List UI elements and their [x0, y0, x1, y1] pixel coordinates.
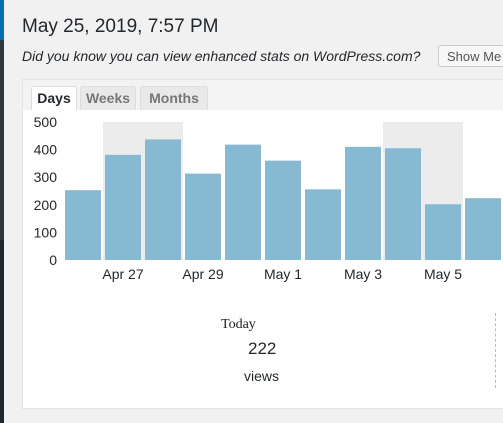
chart-bar: [65, 190, 101, 260]
chart-bar: [225, 144, 261, 260]
admin-sidebar-edge: [0, 0, 4, 423]
chart-bar: [105, 154, 141, 260]
tab-days[interactable]: Days: [31, 86, 77, 110]
y-tick-label: 200: [34, 197, 58, 213]
summary-unit: views: [244, 368, 280, 384]
active-menu-marker: [0, 0, 4, 40]
summary-label: Today: [221, 317, 256, 332]
chart-bar: [425, 204, 461, 260]
views-bar-chart: 0 100 200 300 400 500 Apr 27 Apr 29 May 1 May 3 Ma…: [34, 114, 501, 282]
summary-value: 222: [248, 339, 277, 358]
page-title: May 25, 2019, 7:57 PM: [22, 16, 219, 37]
chart-bar: [385, 148, 421, 260]
show-me-button[interactable]: Show Me: [438, 45, 503, 67]
sidebar-menu-background: [0, 40, 4, 240]
chart-bar: [345, 146, 381, 260]
y-tick-label: 0: [49, 252, 57, 268]
chart-bar: [465, 198, 501, 260]
chart-bar: [305, 189, 341, 260]
chart-bar: [265, 160, 301, 260]
x-tick-label: May 5: [424, 266, 462, 282]
x-tick-label: May 1: [264, 266, 302, 282]
x-tick-label: Apr 29: [182, 266, 223, 282]
y-tick-label: 300: [34, 169, 58, 185]
y-tick-label: 400: [34, 142, 58, 158]
chart-bar: [145, 139, 181, 260]
x-tick-label: May 3: [344, 266, 382, 282]
tab-weeks[interactable]: Weeks: [80, 86, 136, 110]
x-tick-label: Apr 27: [102, 266, 143, 282]
tab-months[interactable]: Months: [140, 86, 208, 110]
chart-bar: [185, 173, 221, 260]
y-tick-label: 500: [34, 114, 58, 130]
enhanced-stats-tip: Did you know you can view enhanced stats…: [22, 48, 421, 64]
y-tick-label: 100: [34, 224, 58, 240]
summary-divider: [495, 313, 496, 388]
summary-area: [23, 290, 503, 408]
